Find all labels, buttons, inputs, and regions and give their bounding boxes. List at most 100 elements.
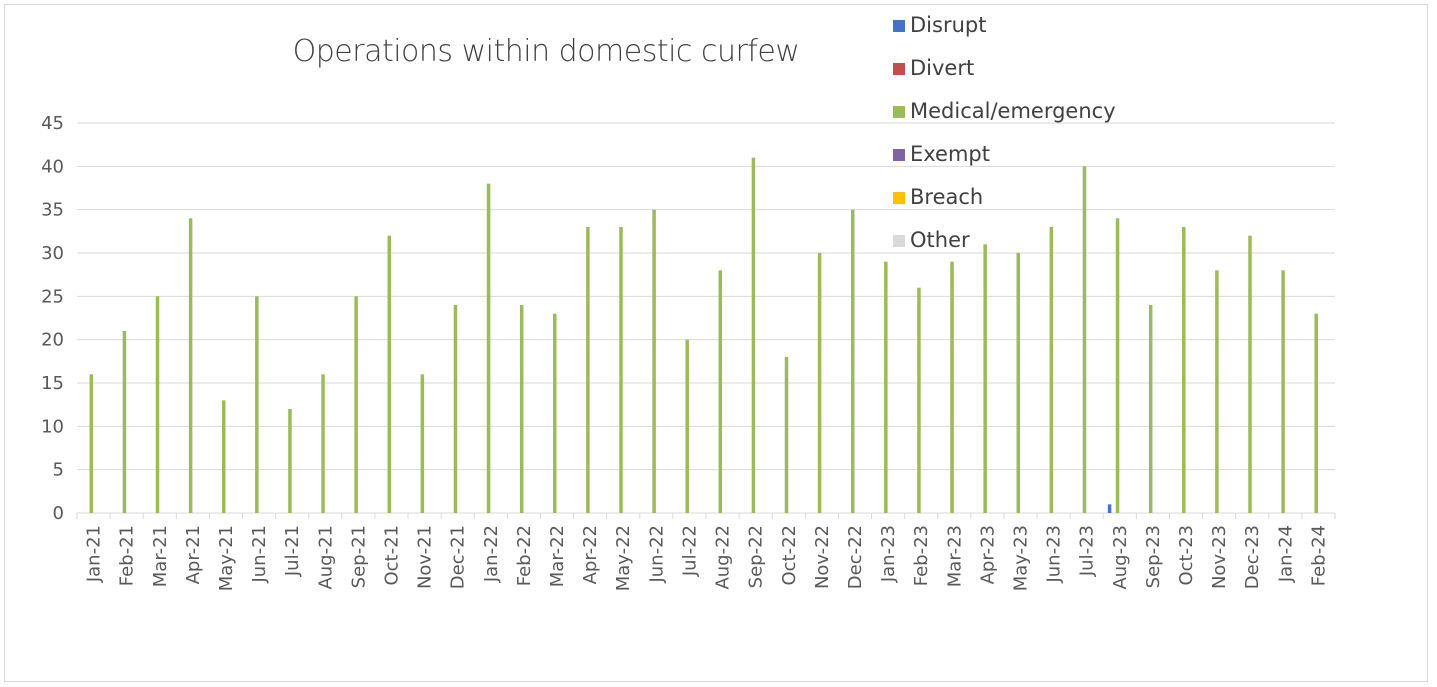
chart-title: Operations within domestic curfew xyxy=(293,34,800,69)
x-tick-label: Jun-23 xyxy=(1044,525,1065,584)
bar-medical-emergency-nov-23 xyxy=(1215,270,1219,513)
gridlines xyxy=(76,122,1336,519)
x-tick-label: Aug-22 xyxy=(713,525,734,590)
bar-medical-emergency-sep-23 xyxy=(1148,305,1153,513)
y-tick-label: 15 xyxy=(41,373,64,394)
x-tick-label: Dec-22 xyxy=(845,525,866,589)
legend-swatch-divert xyxy=(893,63,905,75)
chart-svg: Operations within domestic curfew 0 5 10 15… xyxy=(41,13,1336,591)
x-tick-label: Feb-21 xyxy=(117,525,138,586)
x-tick-label: Nov-21 xyxy=(415,525,436,589)
x-tick-label: Apr-23 xyxy=(977,525,998,584)
bar-medical-emergency-aug-23 xyxy=(1115,218,1120,514)
bar-medical-emergency-dec-22 xyxy=(850,209,855,513)
x-tick-label: Apr-22 xyxy=(580,525,601,584)
legend-label: Disrupt xyxy=(910,13,986,37)
x-tick-label: Jul-21 xyxy=(282,525,303,577)
x-tick-label: Oct-21 xyxy=(382,525,403,586)
x-tick-label: Dec-21 xyxy=(448,525,469,589)
x-tick-label: Mar-22 xyxy=(547,525,568,587)
x-tick-label: May-21 xyxy=(216,525,237,591)
bar-medical-emergency-jun-23 xyxy=(1049,227,1054,513)
bar-medical-emergency-jan-24 xyxy=(1281,270,1285,513)
bar-medical-emergency-nov-22 xyxy=(817,253,822,513)
x-tick-label: Jun-22 xyxy=(646,525,667,584)
x-tick-label: Oct-22 xyxy=(779,525,800,586)
bar-medical-emergency-aug-22 xyxy=(718,270,723,513)
y-axis-ticks: 0 5 10 15 20 25 30 35 40 45 xyxy=(41,113,64,524)
y-tick-label: 25 xyxy=(41,286,64,307)
x-tick-label: Nov-23 xyxy=(1209,525,1230,589)
bar-medical-emergency-may-23 xyxy=(1016,253,1020,513)
bar-medical-emergency-jul-22 xyxy=(685,339,689,513)
bar-medical-emergency-oct-23 xyxy=(1182,227,1186,513)
x-tick-label: Feb-23 xyxy=(911,525,932,586)
bar-medical-emergency-mar-22 xyxy=(553,313,557,513)
legend-swatch-medical-emergency xyxy=(893,106,905,118)
legend-swatch-exempt xyxy=(893,149,905,161)
x-tick-label: Apr-21 xyxy=(183,525,204,584)
x-tick-label: Oct-23 xyxy=(1176,525,1197,586)
bar-medical-emergency-oct-22 xyxy=(784,357,789,513)
bar-medical-emergency-may-21 xyxy=(221,400,226,513)
chart-frame: Operations within domestic curfew 0 5 10 15… xyxy=(4,4,1428,682)
bar-medical-emergency-dec-21 xyxy=(453,305,458,513)
bar-medical-emergency-jan-21 xyxy=(89,374,94,513)
y-tick-label: 10 xyxy=(41,416,64,437)
x-tick-label: Aug-23 xyxy=(1110,525,1131,590)
x-tick-label: Sep-22 xyxy=(746,525,767,588)
x-tick-label: May-22 xyxy=(613,525,634,591)
bar-medical-emergency-aug-21 xyxy=(321,374,325,513)
bar-medical-emergency-nov-21 xyxy=(420,374,425,513)
x-tick-label: Sep-23 xyxy=(1143,525,1164,588)
bar-medical-emergency-jul-21 xyxy=(288,409,292,513)
x-tick-label: Mar-23 xyxy=(944,525,965,587)
y-tick-label: 30 xyxy=(41,243,64,264)
bar-medical-emergency-jan-22 xyxy=(486,183,491,513)
y-tick-label: 0 xyxy=(53,503,64,524)
legend: Disrupt Divert Medical/emergency Exempt Brea… xyxy=(893,13,1116,252)
x-tick-label: Dec-23 xyxy=(1242,525,1263,589)
bars xyxy=(89,157,1318,514)
x-tick-label: Jun-21 xyxy=(249,525,270,584)
bar-medical-emergency-sep-21 xyxy=(354,296,358,513)
x-tick-label: Feb-22 xyxy=(514,525,535,586)
bar-medical-emergency-apr-23 xyxy=(983,244,987,514)
y-tick-label: 5 xyxy=(53,460,64,481)
x-tick-label: Jul-22 xyxy=(679,525,700,577)
y-tick-label: 35 xyxy=(41,200,64,221)
x-tick-label: May-23 xyxy=(1011,525,1032,591)
x-axis-ticks: Jan-21 Feb-21 Mar-21 Apr-21 May-21 Jun-21 Jul-… xyxy=(84,525,1330,591)
bar-medical-emergency-apr-21 xyxy=(188,218,193,514)
bar-medical-emergency-feb-24 xyxy=(1314,313,1318,513)
legend-swatch-other xyxy=(893,235,905,247)
bar-medical-emergency-jul-23 xyxy=(1082,166,1087,514)
y-tick-label: 20 xyxy=(41,330,64,351)
x-tick-label: Jan-23 xyxy=(878,525,899,583)
x-tick-label: Jul-23 xyxy=(1077,525,1098,577)
bar-medical-emergency-mar-23 xyxy=(950,261,954,513)
bar-medical-emergency-apr-22 xyxy=(586,227,590,513)
legend-label: Other xyxy=(910,228,970,252)
bar-medical-emergency-feb-21 xyxy=(122,331,127,513)
bar-medical-emergency-may-22 xyxy=(619,227,623,513)
y-tick-label: 45 xyxy=(41,113,64,134)
bar-medical-emergency-jun-21 xyxy=(255,296,259,513)
bar-medical-emergency-feb-23 xyxy=(917,287,921,513)
bar-disrupt-aug-23 xyxy=(1107,504,1112,513)
bar-medical-emergency-sep-22 xyxy=(751,157,756,513)
y-tick-label: 40 xyxy=(41,156,64,177)
bar-medical-emergency-feb-22 xyxy=(519,305,524,513)
legend-label: Breach xyxy=(910,185,983,209)
x-tick-label: Jan-22 xyxy=(481,525,502,583)
bar-medical-emergency-oct-21 xyxy=(387,235,391,513)
x-tick-label: Sep-21 xyxy=(348,525,369,588)
x-tick-label: Nov-22 xyxy=(812,525,833,589)
bar-medical-emergency-jan-23 xyxy=(884,261,888,513)
x-tick-label: Aug-21 xyxy=(315,525,336,590)
bar-medical-emergency-jun-22 xyxy=(652,209,656,513)
x-tick-label: Jan-24 xyxy=(1275,525,1296,583)
legend-swatch-breach xyxy=(893,192,905,204)
legend-label: Exempt xyxy=(910,142,990,166)
x-tick-label: Jan-21 xyxy=(84,525,105,583)
